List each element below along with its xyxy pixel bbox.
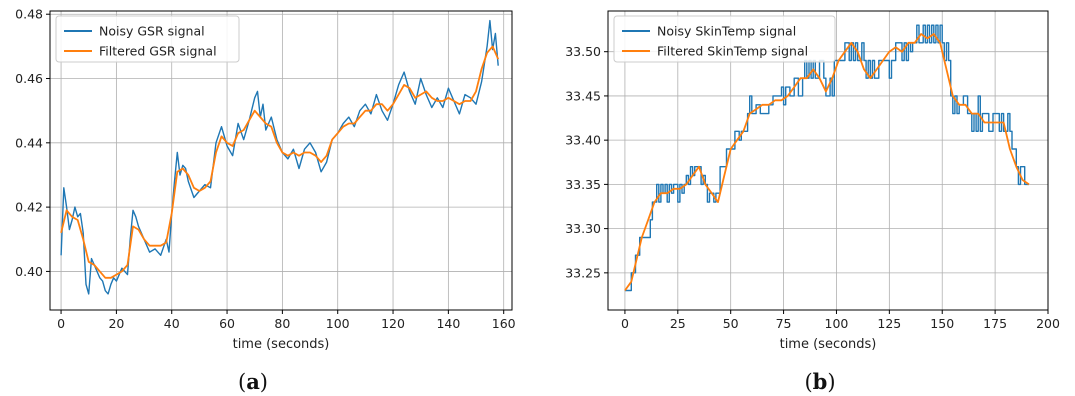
legend-label-filtered: Filtered SkinTemp signal bbox=[657, 44, 808, 59]
subfigure-caption: (a) bbox=[238, 369, 268, 394]
caption-close-paren: ) bbox=[827, 370, 835, 394]
x-axis-label: time (seconds) bbox=[780, 337, 877, 352]
series-line-noisy bbox=[60, 19, 499, 295]
x-tick-label: 80 bbox=[274, 316, 290, 331]
y-tick-label: 0.44 bbox=[15, 135, 43, 150]
series-line-noisy bbox=[624, 24, 1029, 292]
legend-label-filtered: Filtered GSR signal bbox=[99, 44, 217, 59]
caption-open-paren: ( bbox=[804, 370, 812, 394]
y-tick-label: 0.48 bbox=[15, 7, 43, 22]
y-tick-label: 0.40 bbox=[15, 264, 43, 279]
series-line-filtered bbox=[624, 33, 1030, 292]
x-tick-label: 25 bbox=[670, 316, 686, 331]
caption-letter: b bbox=[813, 369, 828, 394]
x-tick-label: 150 bbox=[930, 316, 954, 331]
x-tick-label: 100 bbox=[825, 316, 849, 331]
subfigure-caption: (b) bbox=[804, 369, 835, 394]
x-tick-label: 200 bbox=[1036, 316, 1060, 331]
x-tick-label: 0 bbox=[57, 316, 65, 331]
y-tick-label: 0.42 bbox=[15, 200, 43, 215]
y-tick-label: 33.30 bbox=[565, 221, 601, 236]
legend-box bbox=[55, 15, 240, 63]
series-line-filtered bbox=[60, 45, 500, 279]
x-tick-label: 75 bbox=[776, 316, 792, 331]
x-tick-label: 60 bbox=[219, 316, 235, 331]
caption-letter: a bbox=[246, 369, 260, 394]
x-tick-label: 120 bbox=[381, 316, 405, 331]
x-tick-label: 0 bbox=[621, 316, 629, 331]
chart-b: 0 25 50 75 100 125 150 175 200 33.25 33.30 33.35 33.… bbox=[565, 10, 1060, 394]
y-tick-label: 33.40 bbox=[565, 133, 601, 148]
x-tick-label: 160 bbox=[492, 316, 516, 331]
caption-close-paren: ) bbox=[260, 370, 268, 394]
legend-label-noisy: Noisy SkinTemp signal bbox=[657, 24, 796, 39]
axes-frame bbox=[49, 10, 513, 311]
x-tick-label: 100 bbox=[326, 316, 350, 331]
legend-box bbox=[613, 15, 836, 63]
x-tick-label: 125 bbox=[877, 316, 901, 331]
y-tick-label: 33.45 bbox=[565, 88, 601, 103]
y-tick-label: 0.46 bbox=[15, 71, 43, 86]
x-tick-label: 20 bbox=[108, 316, 124, 331]
axes-frame bbox=[607, 10, 1049, 311]
caption-open-paren: ( bbox=[238, 370, 246, 394]
y-tick-label: 33.25 bbox=[565, 265, 601, 280]
y-tick-label: 33.50 bbox=[565, 44, 601, 59]
x-tick-label: 175 bbox=[983, 316, 1007, 331]
y-tick-label: 33.35 bbox=[565, 177, 601, 192]
chart-a: 0 20 40 60 80 100 120 140 160 0.40 0.42 0.44 0.46 0.4… bbox=[15, 7, 516, 394]
x-tick-label: 40 bbox=[164, 316, 180, 331]
x-tick-label: 50 bbox=[723, 316, 739, 331]
x-axis-label: time (seconds) bbox=[233, 337, 330, 352]
x-tick-label: 140 bbox=[436, 316, 460, 331]
legend-label-noisy: Noisy GSR signal bbox=[99, 24, 205, 39]
